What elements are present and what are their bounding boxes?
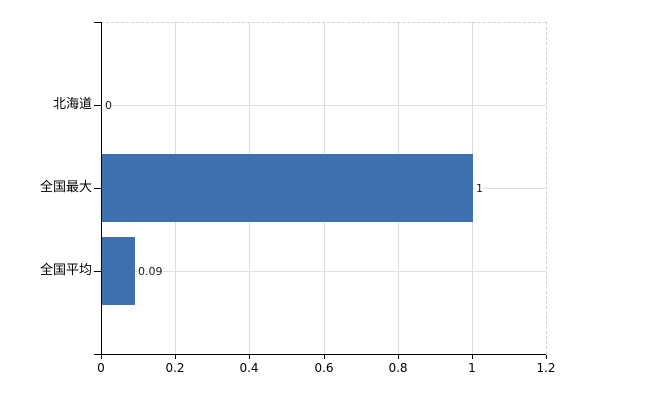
x-axis-tick <box>472 355 473 359</box>
y-axis-tick <box>94 188 101 189</box>
plot-top-border <box>101 22 546 23</box>
value-label: 0 <box>105 99 112 112</box>
bar-全国平均 <box>102 237 135 305</box>
x-axis-tick-label: 1 <box>468 361 476 375</box>
x-axis-tick-label: 0 <box>97 361 105 375</box>
category-label: 全国平均 <box>39 263 92 278</box>
x-axis <box>94 354 546 355</box>
y-axis <box>101 22 102 354</box>
x-axis-tick <box>398 355 399 359</box>
gridline-horizontal <box>101 271 546 272</box>
x-axis-tick <box>249 355 250 359</box>
value-label: 0.09 <box>138 265 163 278</box>
x-axis-tick <box>101 355 102 359</box>
bar-全国最大 <box>102 154 473 222</box>
x-axis-tick-label: 1.2 <box>536 361 556 375</box>
x-axis-tick-label: 0.6 <box>314 361 334 375</box>
category-label: 全国最大 <box>39 180 92 195</box>
category-label: 北海道 <box>52 97 92 112</box>
x-axis-tick-label: 0.8 <box>388 361 408 375</box>
y-axis-tick <box>94 105 101 106</box>
x-axis-tick-label: 0.4 <box>239 361 259 375</box>
gridline-vertical <box>546 22 547 354</box>
x-axis-tick-label: 0.2 <box>165 361 185 375</box>
x-axis-tick <box>546 355 547 359</box>
gridline-horizontal <box>101 105 546 106</box>
x-axis-tick <box>175 355 176 359</box>
y-axis-tick <box>94 271 101 272</box>
y-axis-tick <box>94 22 101 23</box>
x-axis-tick <box>324 355 325 359</box>
value-label: 1 <box>476 182 483 195</box>
